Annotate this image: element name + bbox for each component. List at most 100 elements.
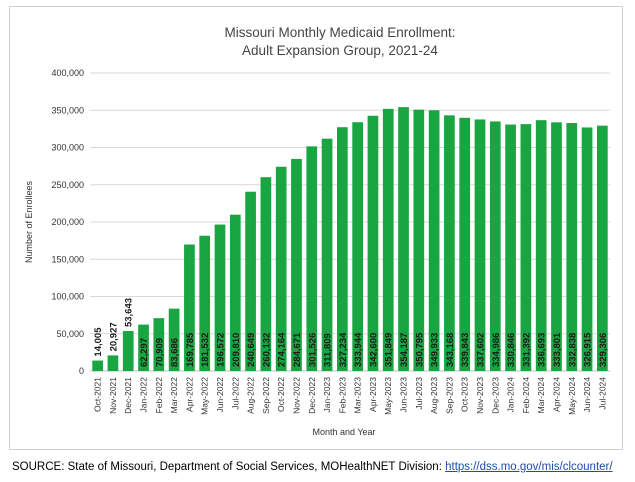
data-label: 62,297 (139, 338, 150, 367)
x-tick-label: Jan-2022 (139, 377, 149, 413)
bar-mar-2022 (168, 308, 180, 371)
data-label: 83,686 (170, 338, 181, 367)
bar-apr-2023 (367, 115, 379, 371)
data-label: 330,846 (506, 333, 517, 367)
x-tick-label: Aug-2022 (246, 377, 256, 414)
x-tick-label: Dec-2023 (490, 377, 500, 414)
x-tick-label: Jul-2023 (414, 377, 424, 410)
bar-dec-2021 (122, 331, 134, 371)
bar-jun-2024 (581, 127, 593, 371)
x-tick-label: Sep-2022 (261, 377, 271, 414)
data-label: 349,933 (430, 333, 441, 367)
y-tick-label: 350,000 (51, 105, 84, 115)
x-tick-label: May-2022 (200, 377, 210, 415)
bar-may-2024 (566, 123, 578, 371)
x-tick-label: Nov-2022 (291, 377, 301, 414)
bar-jul-2022 (229, 214, 241, 371)
data-label: 326,915 (583, 332, 594, 367)
chart-title-line-1: Missouri Monthly Medicaid Enrollment: (224, 25, 455, 40)
bar-nov-2022 (291, 158, 302, 371)
bar-jan-2022 (138, 324, 149, 371)
data-label: 301,526 (307, 333, 318, 367)
data-label: 70,909 (154, 338, 165, 367)
data-label: 274,164 (277, 332, 288, 367)
bar-oct-2023 (459, 117, 471, 372)
bar-nov-2023 (474, 119, 486, 371)
y-tick-label: 200,000 (51, 217, 84, 227)
x-tick-label: Apr-2024 (551, 377, 561, 412)
chart-title-line-2: Adult Expansion Group, 2021-24 (242, 43, 438, 58)
bar-feb-2022 (153, 318, 165, 371)
x-tick-label: Mar-2022 (169, 377, 179, 414)
x-tick-label: Jun-2022 (215, 377, 225, 413)
data-label: 209,810 (231, 333, 242, 367)
bar-mar-2024 (535, 120, 547, 371)
data-label: 333,801 (552, 332, 563, 367)
x-tick-label: Jan-2024 (506, 377, 516, 413)
bar-dec-2022 (306, 146, 318, 371)
x-tick-label: Apr-2022 (184, 377, 194, 412)
chart-plot: Missouri Monthly Medicaid Enrollment: Adu… (24, 25, 610, 437)
data-label: 332,838 (567, 333, 578, 367)
data-label: 336,693 (537, 333, 548, 367)
data-label: 350,795 (414, 332, 425, 367)
source-line: SOURCE: State of Missouri, Department of… (12, 461, 613, 473)
data-label: 20,927 (108, 322, 119, 351)
x-axis-label: Month and Year (312, 427, 375, 437)
x-tick-label: Feb-2023 (337, 377, 347, 414)
x-tick-label: Nov-2023 (475, 377, 485, 414)
y-tick-label: 150,000 (51, 254, 84, 264)
source-link[interactable]: https://dss.mo.gov/mis/clcounter/ (445, 461, 613, 473)
data-label: 343,168 (445, 333, 456, 367)
data-label: 196,572 (216, 333, 227, 367)
bar-jan-2023 (321, 138, 333, 371)
x-tick-label: Mar-2023 (353, 377, 363, 414)
data-label: 240,649 (246, 333, 257, 367)
x-tick-label: Mar-2024 (536, 377, 546, 414)
data-label: 333,944 (353, 332, 364, 367)
bar-oct-2021 (92, 360, 103, 371)
x-tick-label: Jun-2024 (582, 377, 592, 413)
x-tick-label: Sep-2023 (444, 377, 454, 414)
bar-jan-2024 (505, 124, 516, 371)
data-label: 260,132 (261, 333, 272, 367)
bar-jun-2022 (214, 224, 226, 371)
bar-dec-2023 (489, 121, 501, 372)
y-tick-label: 50,000 (56, 329, 84, 339)
x-tick-label: Jan-2023 (322, 377, 332, 413)
y-tick-label: 0 (79, 366, 84, 376)
bar-sep-2022 (260, 177, 272, 371)
bar-aug-2022 (245, 191, 256, 371)
y-tick-label: 100,000 (51, 292, 84, 302)
bar-nov-2021 (107, 355, 119, 371)
x-tick-label: Jul-2024 (597, 377, 607, 410)
x-tick-label: Feb-2022 (154, 377, 164, 414)
x-tick-label: Dec-2022 (307, 377, 317, 414)
bar-jul-2024 (597, 125, 608, 372)
x-tick-label: Dec-2021 (123, 377, 133, 414)
bar-mar-2023 (352, 122, 363, 371)
bar-aug-2023 (428, 110, 440, 371)
data-label: 53,643 (124, 298, 135, 327)
x-tick-label: Jul-2022 (230, 377, 240, 410)
data-label: 354,187 (399, 333, 410, 367)
x-tick-label: Jun-2023 (399, 377, 409, 413)
x-tick-label: Apr-2023 (368, 377, 378, 412)
data-label: 284,671 (292, 332, 303, 367)
y-axis-label: Number of Enrollees (24, 180, 34, 263)
data-label: 327,234 (338, 332, 349, 367)
data-label: 311,809 (323, 333, 334, 367)
data-label: 329,306 (598, 333, 609, 367)
bar-may-2023 (382, 108, 394, 371)
bar-jun-2023 (398, 107, 409, 372)
source-text: SOURCE: State of Missouri, Department of… (12, 461, 442, 473)
y-tick-label: 400,000 (51, 68, 84, 78)
data-label: 337,602 (476, 333, 487, 367)
bar-feb-2023 (337, 127, 348, 372)
data-label: 339,843 (460, 333, 471, 367)
bar-apr-2022 (184, 244, 195, 371)
data-label: 351,849 (384, 333, 395, 367)
bar-apr-2024 (551, 122, 562, 371)
x-tick-label: Nov-2021 (108, 377, 118, 414)
x-tick-label: May-2023 (383, 377, 393, 415)
